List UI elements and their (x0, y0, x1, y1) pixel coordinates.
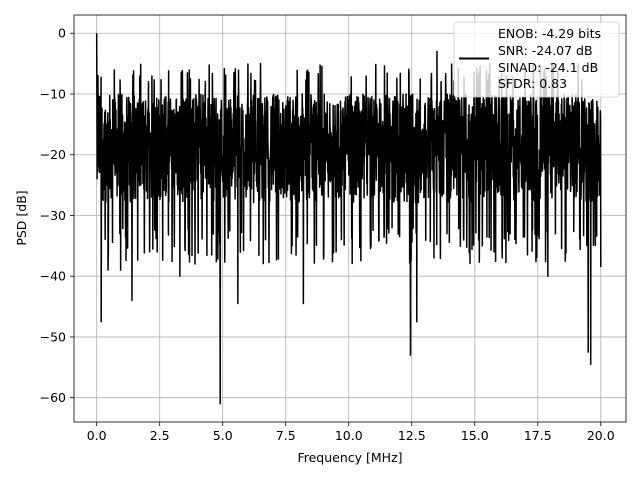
psd-series-line (95, 33, 602, 405)
y-tick-label: −20 (40, 147, 66, 162)
y-tick-label: −10 (40, 86, 66, 101)
y-tick-label: −40 (40, 269, 66, 284)
x-tick-label: 10.0 (335, 428, 363, 443)
y-tick-label: 0 (58, 26, 66, 41)
x-tick-label: 17.5 (524, 428, 552, 443)
y-tick-label: −60 (40, 390, 66, 405)
x-tick-label: 12.5 (398, 428, 426, 443)
legend-snr: SNR: -24.07 dB (498, 43, 593, 58)
x-tick-label: 0.0 (87, 428, 107, 443)
x-axis-label: Frequency [MHz] (297, 450, 402, 465)
y-tick-label: −30 (40, 208, 66, 223)
y-axis-label: PSD [dB] (14, 190, 29, 245)
series-layer (95, 33, 602, 405)
y-axis-ticks: 0 −10 −20 −30 −40 −50 −60 (40, 26, 74, 405)
legend-enob: ENOB: -4.29 bits (498, 26, 601, 41)
x-tick-label: 5.0 (213, 428, 233, 443)
legend-box (453, 21, 620, 98)
x-axis-ticks: 0.0 2.5 5.0 7.5 10.0 12.5 15.0 17.5 20.0 (87, 422, 615, 443)
x-tick-label: 15.0 (461, 428, 489, 443)
y-tick-label: −50 (40, 329, 66, 344)
legend-sinad: SINAD: -24.1 dB (498, 60, 598, 75)
x-tick-label: 7.5 (276, 428, 296, 443)
x-tick-label: 2.5 (150, 428, 170, 443)
plot-frame (73, 14, 627, 423)
legend-sfdr: SFDR: 0.83 (498, 76, 567, 91)
legend: ENOB: -4.29 bits SNR: -24.07 dB SINAD: -… (453, 21, 620, 98)
x-tick-label: 20.0 (587, 428, 615, 443)
